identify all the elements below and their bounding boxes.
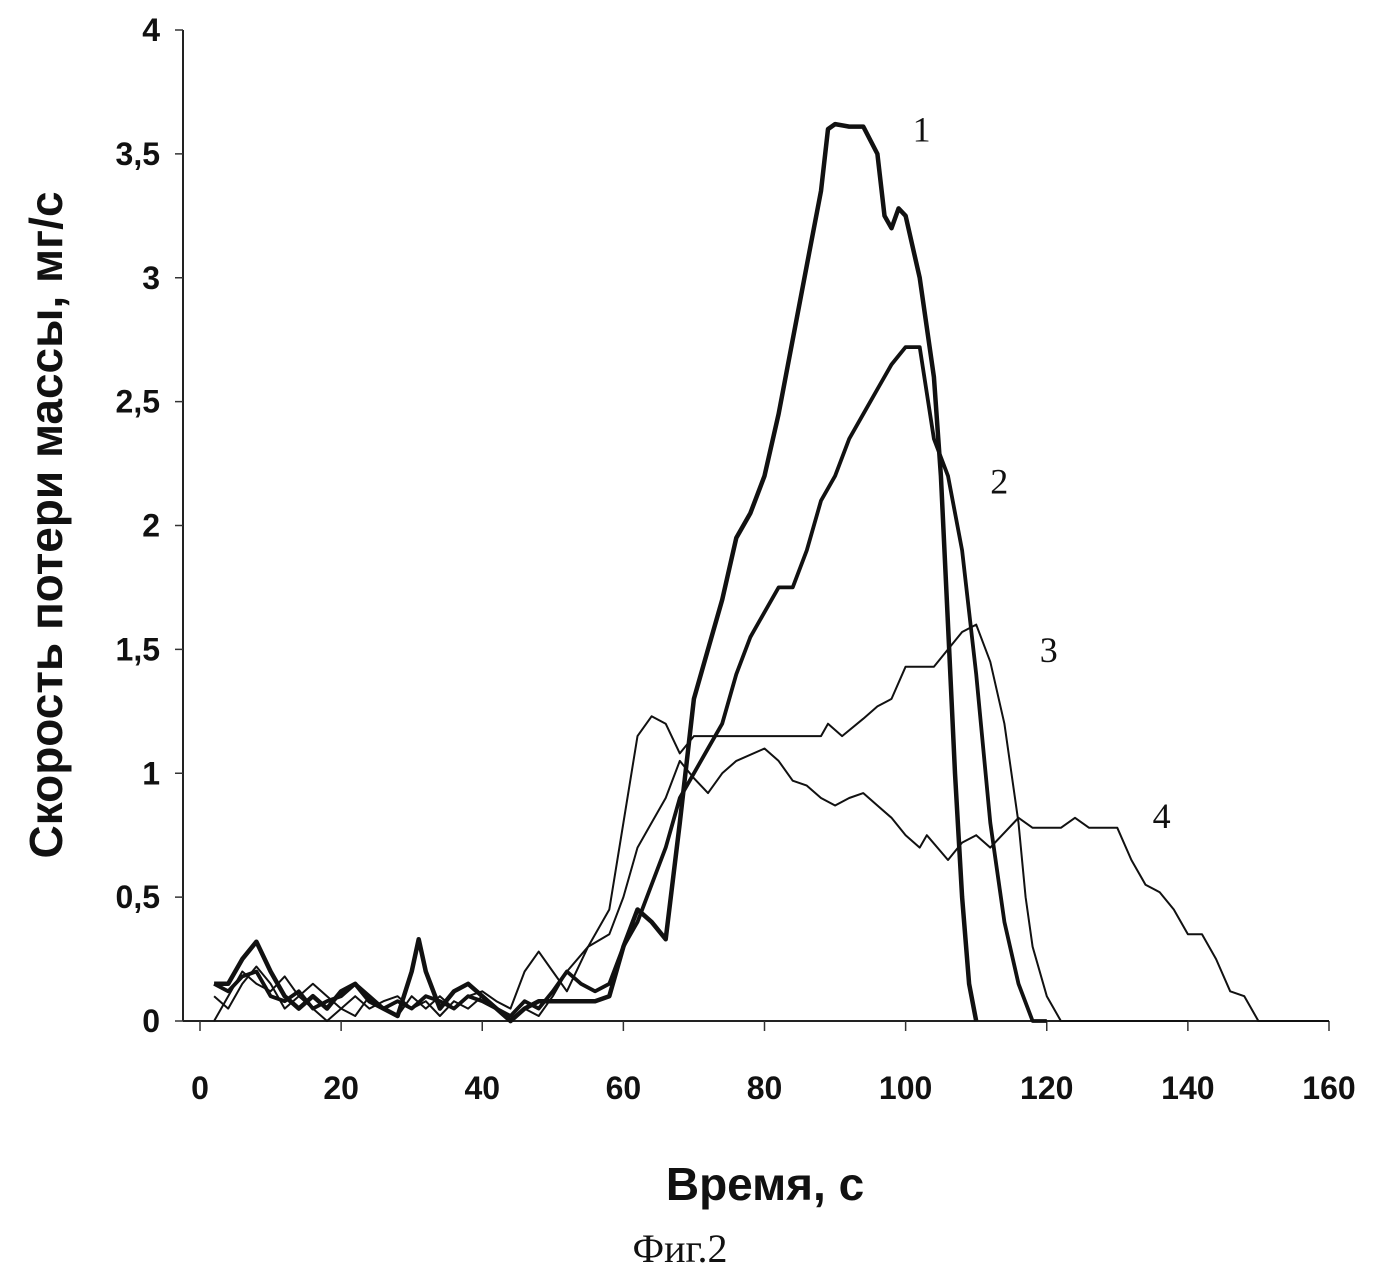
- x-tick-label: 20: [323, 1070, 359, 1106]
- x-tick-label: 160: [1302, 1070, 1355, 1106]
- x-tick-label: 120: [1020, 1070, 1073, 1106]
- x-tick-label: 100: [879, 1070, 932, 1106]
- x-tick-label: 40: [464, 1070, 500, 1106]
- y-tick-label: 1: [142, 755, 160, 791]
- series-line-3: [214, 625, 1188, 1021]
- series-line-1: [214, 124, 976, 1021]
- y-axis-label: Скорость потери массы, мг/с: [20, 191, 72, 858]
- x-tick-label: 60: [606, 1070, 642, 1106]
- series-line-4: [214, 749, 1329, 1022]
- figure-caption: Фиг.2: [633, 1226, 728, 1271]
- x-tick-label: 140: [1161, 1070, 1214, 1106]
- y-tick-label: 0,5: [116, 879, 160, 915]
- x-tick-label: 0: [191, 1070, 209, 1106]
- y-tick-label: 3: [142, 260, 160, 296]
- series-label-4: 4: [1153, 796, 1171, 836]
- axes: [183, 30, 1329, 1021]
- y-tick-label: 3,5: [116, 136, 160, 172]
- y-tick-label: 1,5: [116, 631, 160, 667]
- series-label-2: 2: [990, 461, 1008, 501]
- x-tick-label: 80: [747, 1070, 783, 1106]
- y-tick-label: 4: [142, 12, 160, 48]
- series-label-3: 3: [1040, 630, 1058, 670]
- y-tick-label: 0: [142, 1003, 160, 1039]
- series-label-1: 1: [913, 109, 931, 149]
- y-tick-label: 2,5: [116, 384, 160, 420]
- mass-loss-rate-chart: 0 20 40 60 80 100 120 140 160 0 0,5 1 1,5 2 2,5 3 3,5 4 1…: [0, 0, 1375, 1287]
- y-tick-label: 2: [142, 508, 160, 544]
- x-axis-label: Время, с: [666, 1158, 864, 1210]
- series-line-2: [214, 347, 1047, 1021]
